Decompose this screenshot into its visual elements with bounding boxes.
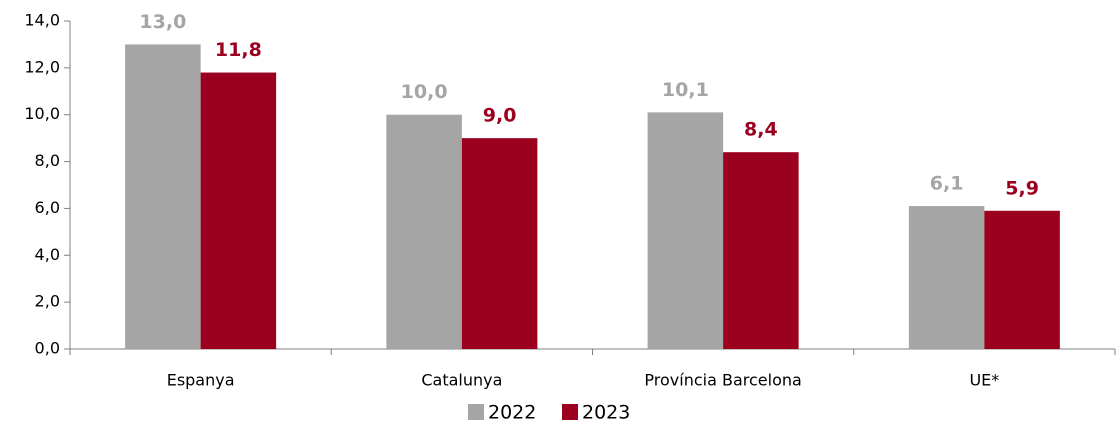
bar (723, 152, 799, 349)
value-label: 8,4 (744, 119, 778, 141)
bar (200, 72, 277, 350)
bar (984, 210, 1060, 349)
y-tick-label: 8,0 (35, 151, 60, 170)
value-label: 5,9 (1005, 177, 1039, 199)
legend-label: 2022 (488, 402, 536, 423)
value-label: 11,8 (215, 39, 262, 61)
y-tick-label: 10,0 (24, 104, 60, 123)
value-label: 9,0 (483, 105, 517, 127)
bar (125, 44, 201, 350)
y-tick-label: 0,0 (35, 339, 60, 358)
x-tick-label: Catalunya (421, 371, 502, 390)
legend-label: 2023 (582, 402, 630, 423)
value-label: 13,0 (139, 11, 186, 33)
value-label: 6,1 (930, 173, 964, 195)
y-tick-label: 14,0 (24, 11, 60, 30)
value-label: 10,0 (401, 81, 448, 103)
y-tick-label: 12,0 (24, 57, 60, 76)
x-tick-label: Província Barcelona (644, 371, 801, 390)
legend-swatch (562, 404, 578, 420)
value-label: 10,1 (662, 79, 709, 101)
x-tick-label: Espanya (167, 371, 235, 390)
bar (647, 112, 724, 349)
legend-swatch (468, 404, 484, 420)
bar (908, 206, 985, 349)
y-tick-label: 4,0 (35, 245, 60, 264)
y-tick-label: 2,0 (35, 292, 60, 311)
bar (461, 138, 538, 349)
x-tick-label: UE* (969, 371, 999, 390)
bar (386, 114, 462, 349)
y-tick-label: 6,0 (35, 198, 60, 217)
